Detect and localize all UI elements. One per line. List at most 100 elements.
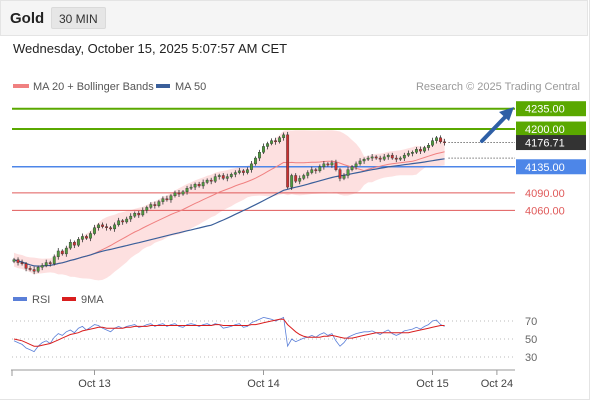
ma20-legend-swatch: [13, 84, 29, 88]
candle: [165, 195, 169, 202]
candle-body: [205, 179, 209, 183]
candle-body: [394, 157, 398, 160]
candle: [290, 173, 294, 190]
candle-body: [423, 147, 426, 152]
candle: [237, 167, 241, 175]
candle-body: [362, 159, 366, 162]
candle: [390, 152, 394, 160]
level-tag-4176.71: [516, 135, 586, 151]
candle-body: [427, 145, 430, 148]
candle-body: [237, 170, 241, 173]
candle-body: [165, 198, 169, 201]
candle: [298, 175, 302, 185]
candle: [205, 178, 209, 185]
candle-body: [24, 263, 28, 269]
candle: [113, 222, 117, 232]
candle-body: [145, 207, 149, 211]
candle-body: [402, 154, 406, 159]
candle: [97, 223, 100, 231]
rsi-line: [13, 316, 445, 353]
candle: [431, 137, 434, 148]
candle-body: [258, 152, 261, 159]
candle: [209, 177, 213, 185]
candle-body: [318, 166, 322, 172]
candle: [427, 142, 430, 151]
candle-body: [286, 134, 290, 188]
candle-body: [12, 259, 16, 262]
candle-body: [306, 172, 310, 176]
candle-body: [169, 195, 173, 201]
rsi-panel: 70 50 30: [12, 316, 537, 364]
candle-body: [197, 183, 201, 187]
candle: [189, 184, 193, 190]
candle-body: [322, 163, 326, 167]
candle-body: [435, 137, 438, 141]
level-tag-4135.00: [516, 159, 586, 175]
candle: [81, 233, 84, 243]
candle-body: [149, 204, 153, 208]
candle-body: [137, 213, 141, 216]
candle: [48, 260, 52, 267]
candle-body: [189, 186, 193, 189]
candle: [326, 162, 330, 167]
level-label-4060.00: 4060.00: [525, 205, 565, 217]
candle: [278, 136, 282, 144]
candle: [161, 196, 165, 205]
candle: [169, 194, 173, 203]
candle-body: [298, 178, 302, 182]
forecast-arrow-shaft: [480, 111, 511, 143]
candle-body: [419, 149, 422, 152]
candle: [68, 239, 72, 250]
candle-body: [406, 153, 410, 156]
candle: [419, 146, 422, 154]
candle-body: [141, 210, 145, 216]
candle-body: [173, 192, 177, 197]
candle-body: [374, 156, 378, 159]
candle: [44, 259, 48, 268]
candle: [370, 154, 374, 161]
candle: [177, 190, 181, 197]
rsi-ma-legend-swatch: [62, 297, 76, 301]
candle: [76, 237, 80, 247]
candle: [24, 262, 28, 272]
candle: [32, 266, 36, 275]
x-axis-label: Oct 15: [416, 378, 448, 390]
candle-body: [354, 163, 358, 167]
candle-body: [342, 175, 346, 179]
candle: [322, 160, 326, 170]
candle-body: [44, 262, 48, 266]
candle: [173, 190, 177, 198]
candle: [245, 167, 249, 175]
candle: [330, 160, 334, 168]
candle-body: [217, 175, 221, 177]
candle-body: [177, 192, 181, 195]
interval-button[interactable]: 30 MIN: [51, 7, 106, 29]
candle-body: [125, 218, 129, 223]
price-levels: [12, 107, 515, 211]
candle: [89, 231, 92, 242]
level-label-4176.71: 4176.71: [525, 138, 565, 150]
candle: [270, 138, 273, 146]
candle-body: [40, 265, 44, 268]
chart-datetime: Wednesday, October 15, 2025 5:07:57 AM C…: [13, 41, 288, 56]
candle-body: [157, 201, 161, 206]
candle-body: [382, 156, 386, 160]
level-tag-4235.00: [516, 101, 586, 117]
candle: [318, 164, 322, 173]
candle: [358, 158, 362, 166]
candle: [117, 217, 121, 227]
candle: [149, 202, 153, 210]
candle-body: [358, 160, 362, 165]
candle-body: [254, 157, 257, 165]
candle: [193, 182, 197, 190]
candle: [153, 201, 157, 209]
candle: [362, 157, 366, 164]
ma50-line: [13, 158, 445, 267]
candle: [109, 226, 112, 231]
candle-body: [410, 152, 414, 154]
candle-body: [245, 169, 249, 173]
price-level-labels: 4235.00 4200.00 4176.71 4135.00 4090.00 4060.…: [516, 101, 586, 217]
candle: [157, 199, 161, 208]
x-axis-label: Oct 24: [481, 378, 513, 390]
